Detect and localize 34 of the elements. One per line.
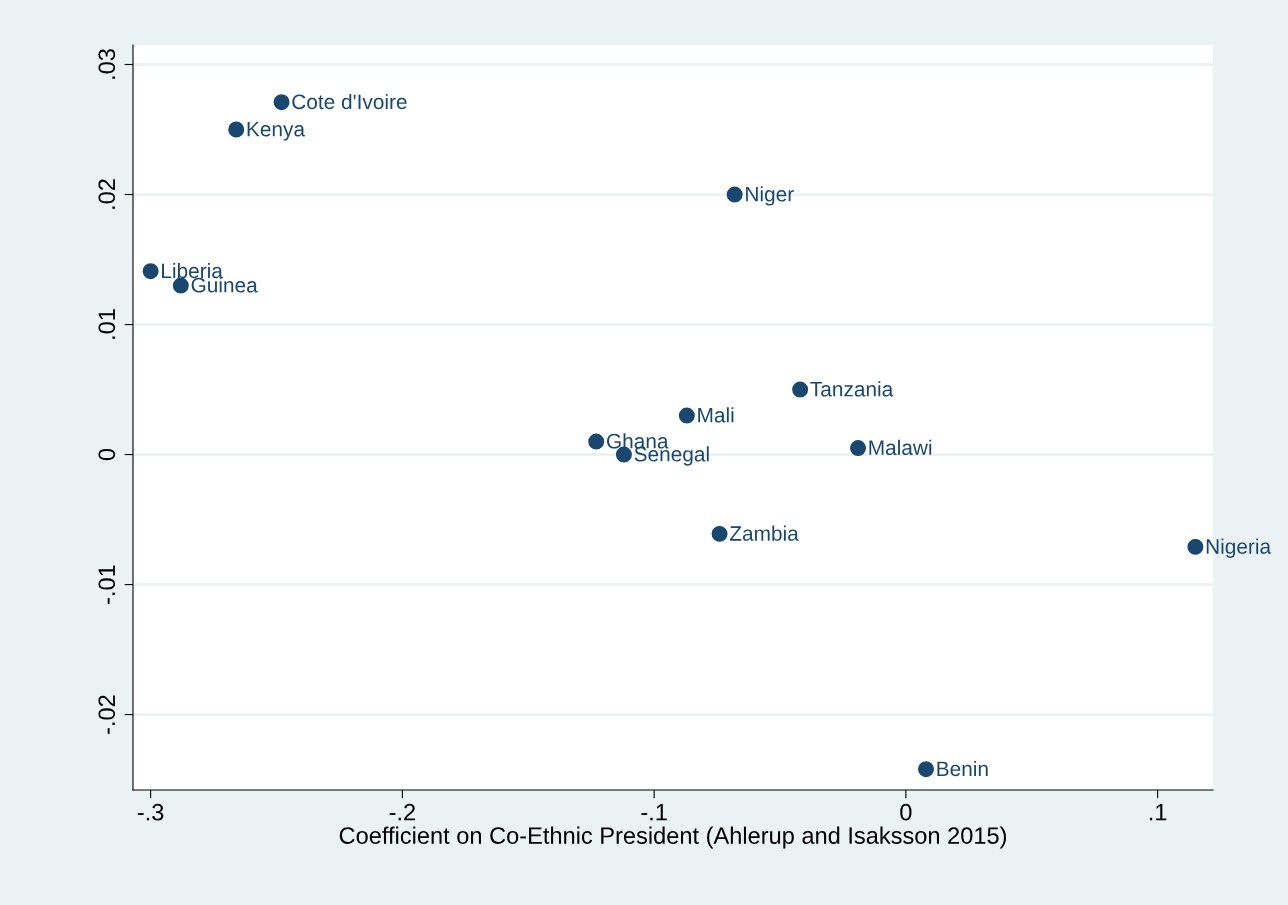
annotation: Liberia [162, 262, 223, 279]
annotation: Benin [937, 760, 988, 777]
annotation: Malawi [869, 439, 932, 456]
x-tick-label: -.2 [389, 803, 415, 821]
x-tick-label: .1 [1149, 804, 1167, 821]
y-tick-label: -.02 [98, 695, 116, 734]
y-tick-label: .02 [98, 179, 116, 209]
point [678, 407, 695, 424]
x-tick-label: -.1 [641, 804, 667, 821]
point [850, 440, 867, 457]
point [228, 121, 245, 138]
annotation: Cote d'Ivoire [292, 93, 407, 110]
point [918, 761, 934, 778]
x-axis-title: Coefficient on Co-Ethnic President (Ahlerup and Isaksson 2015) [339, 826, 1007, 849]
point [711, 525, 728, 542]
y-tick-label: .03 [98, 49, 116, 79]
annotation: Nigeria [1206, 538, 1272, 558]
point [142, 263, 159, 280]
annotation: Niger [746, 186, 794, 206]
y-tick-label: -.01 [98, 565, 116, 604]
y-tick-label: 0 [98, 448, 116, 461]
annotation: Guinea [191, 277, 258, 293]
y-tick-label: .01 [98, 309, 116, 339]
annotation: Tanzania [810, 381, 894, 397]
point [792, 381, 809, 398]
annotation: Kenya [247, 121, 306, 141]
point [726, 186, 743, 203]
x-tick-label: -.3 [137, 803, 164, 821]
annotation: Zambia [729, 525, 799, 541]
annotation: Mali [698, 407, 734, 423]
point [273, 94, 290, 111]
point [588, 433, 605, 450]
x-tick-label: 0 [900, 803, 912, 821]
point [1187, 538, 1204, 555]
